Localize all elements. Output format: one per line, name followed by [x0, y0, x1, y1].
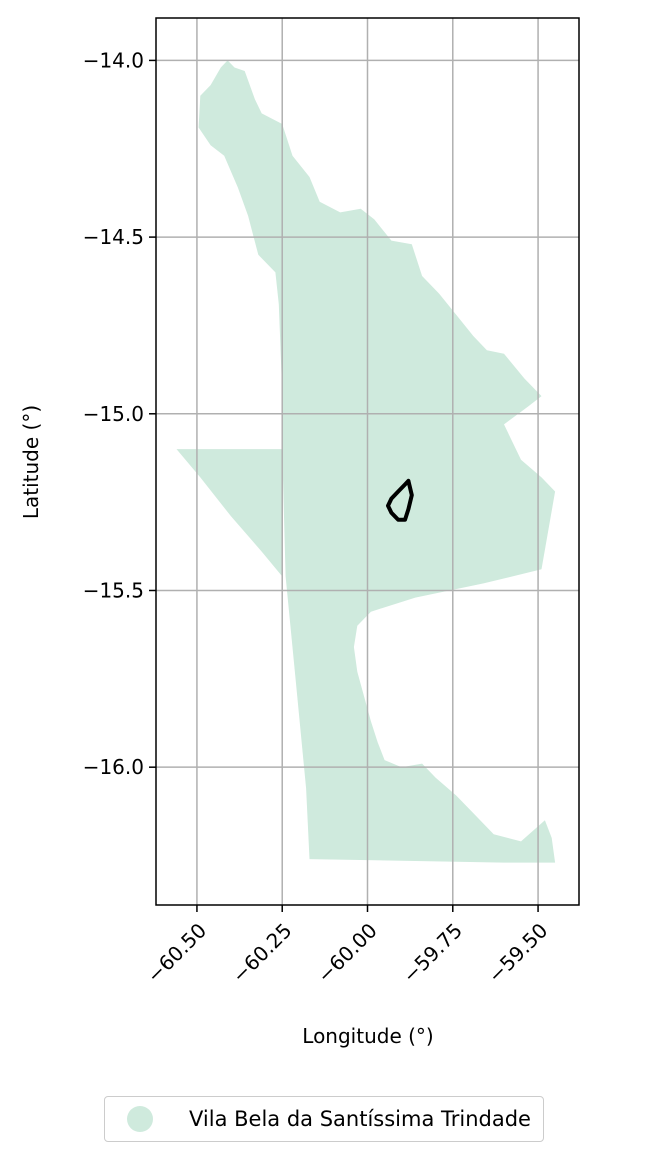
legend-label: Vila Bela da Santíssima Trindade	[189, 1107, 531, 1131]
legend-swatch	[127, 1106, 153, 1132]
y-tick-label: −14.5	[83, 225, 144, 249]
x-tick-label: −60.25	[227, 918, 296, 987]
y-axis-title: Latitude (°)	[19, 405, 43, 519]
x-tick-label: −59.50	[483, 918, 552, 987]
x-axis: −60.50 −60.25 −60.00 −59.75 −59.50	[142, 905, 552, 988]
area-outline	[386, 478, 414, 522]
grid-lines	[156, 18, 579, 905]
legend: Vila Bela da Santíssima Trindade	[104, 1096, 544, 1142]
x-axis-title: Longitude (°)	[302, 1024, 433, 1048]
x-tick-label: −60.50	[142, 918, 211, 987]
municipality-polygon	[176, 60, 556, 863]
y-axis: −14.0 −14.5 −15.0 −15.5 −16.0	[83, 48, 156, 779]
y-tick-label: −16.0	[83, 755, 144, 779]
map-plot-area	[155, 17, 580, 906]
y-tick-label: −15.5	[83, 578, 144, 602]
map-layers	[176, 60, 556, 863]
x-tick-label: −60.00	[312, 918, 381, 987]
y-tick-label: −15.0	[83, 402, 144, 426]
x-tick-label: −59.75	[398, 918, 467, 987]
y-tick-label: −14.0	[83, 48, 144, 72]
